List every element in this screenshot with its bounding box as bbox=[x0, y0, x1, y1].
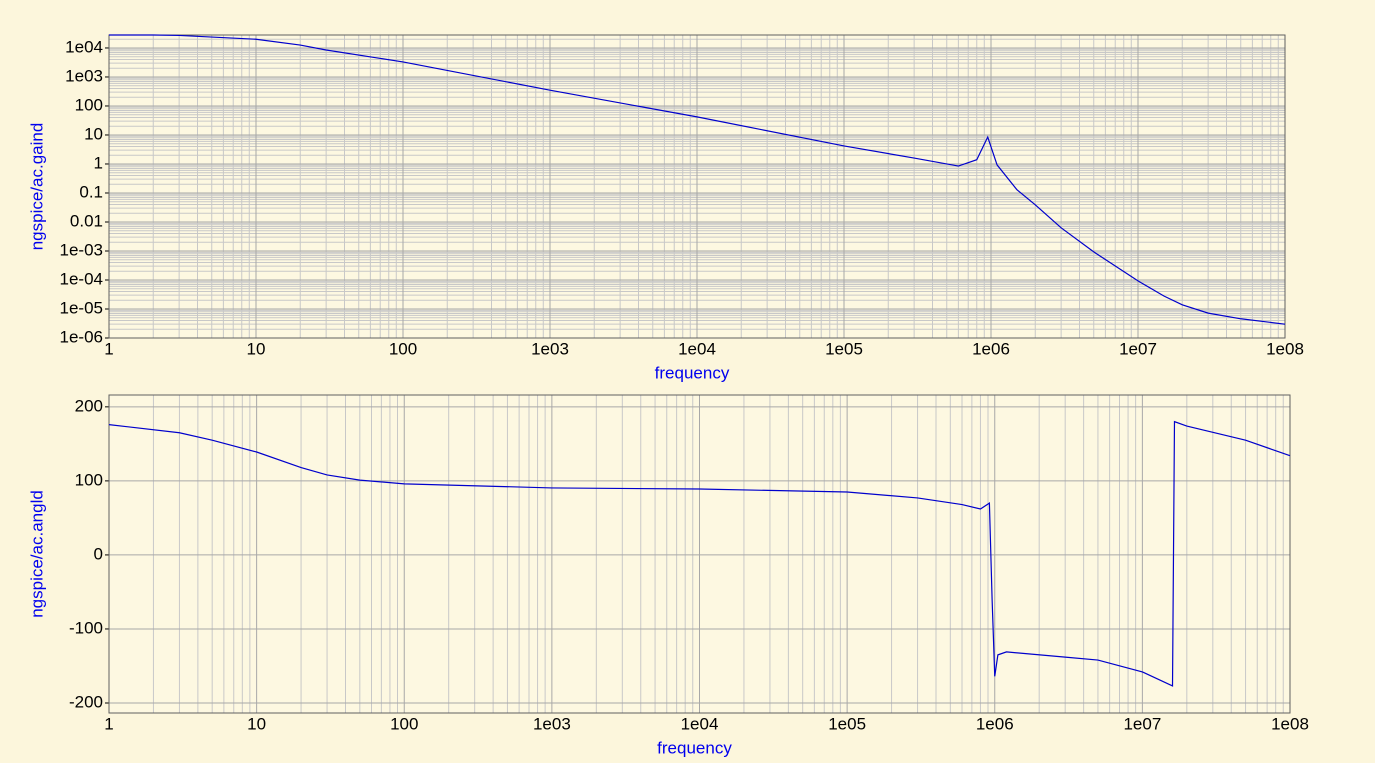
y-tick-label: 0.01 bbox=[70, 211, 103, 230]
x-tick-label: 10 bbox=[247, 714, 266, 733]
y-tick-label: 10 bbox=[84, 124, 103, 143]
x-tick-label: 1e05 bbox=[828, 714, 866, 733]
x-tick-label: 1e06 bbox=[972, 339, 1010, 358]
data-line bbox=[108, 420, 1291, 687]
x-tick-label: 100 bbox=[390, 714, 418, 733]
y-tick-label: 1e04 bbox=[65, 37, 103, 56]
y-tick-label: 1e03 bbox=[65, 66, 103, 85]
x-tick-label: 1 bbox=[104, 714, 113, 733]
x-tick-label: 1e04 bbox=[681, 714, 719, 733]
y-tick-label: 1e-05 bbox=[60, 298, 103, 317]
x-tick-label: 100 bbox=[389, 339, 417, 358]
y-tick-label: 200 bbox=[75, 396, 103, 415]
x-tick-label: 1e06 bbox=[976, 714, 1014, 733]
x-tick-label: 1e07 bbox=[1119, 339, 1157, 358]
x-tick-label: 1e05 bbox=[825, 339, 863, 358]
x-tick-label: 10 bbox=[247, 339, 266, 358]
y-tick-label: 1e-04 bbox=[60, 269, 103, 288]
x-tick-label: 1e03 bbox=[533, 714, 571, 733]
x-tick-label: 1e08 bbox=[1266, 339, 1304, 358]
data-line bbox=[109, 34, 1286, 325]
y-tick-label: 0.1 bbox=[79, 182, 103, 201]
plot-border bbox=[108, 394, 1291, 714]
plot-border bbox=[108, 34, 1286, 339]
y-tick-label: 1 bbox=[94, 153, 103, 172]
x-tick-label: 1e08 bbox=[1271, 714, 1309, 733]
y-tick-label: 1e-03 bbox=[60, 240, 103, 259]
x-tick-label: 1e04 bbox=[678, 339, 716, 358]
x-axis-label: frequency bbox=[657, 738, 732, 757]
x-tick-label: 1e03 bbox=[531, 339, 569, 358]
y-tick-label: -200 bbox=[69, 692, 103, 711]
y-axis-label: ngspice/ac.gaind bbox=[27, 123, 46, 251]
y-axis-label: ngspice/ac.angld bbox=[27, 490, 46, 618]
x-tick-label: 1 bbox=[104, 339, 113, 358]
y-tick-label: 0 bbox=[94, 544, 103, 563]
y-tick-label: 100 bbox=[75, 470, 103, 489]
x-axis-label: frequency bbox=[655, 363, 730, 382]
y-tick-label: 1e-06 bbox=[60, 327, 103, 346]
y-tick-label: -100 bbox=[69, 618, 103, 637]
y-tick-label: 100 bbox=[75, 95, 103, 114]
x-tick-label: 1e07 bbox=[1123, 714, 1161, 733]
